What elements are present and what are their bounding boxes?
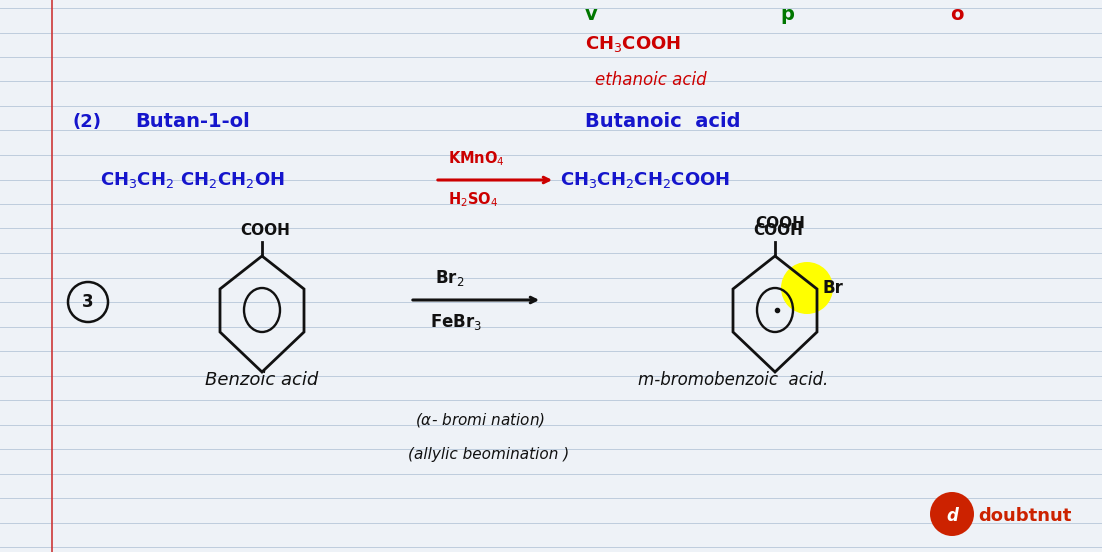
Text: d: d	[946, 507, 958, 525]
Text: (2): (2)	[72, 113, 101, 131]
Text: m-bromobenzoic  acid.: m-bromobenzoic acid.	[638, 371, 829, 389]
Text: CH$_3$COOH: CH$_3$COOH	[585, 34, 681, 54]
Text: FeBr$_3$: FeBr$_3$	[430, 312, 483, 332]
Text: CH$_3$CH$_2$CH$_2$COOH: CH$_3$CH$_2$CH$_2$COOH	[560, 170, 731, 190]
Text: Butanoic  acid: Butanoic acid	[585, 113, 741, 131]
Text: COOH: COOH	[753, 223, 803, 238]
Text: doubtnut: doubtnut	[977, 507, 1071, 525]
Text: COOH: COOH	[240, 223, 290, 238]
Text: Benzoic acid: Benzoic acid	[205, 371, 318, 389]
Text: ($\alpha$- bromi nation): ($\alpha$- bromi nation)	[415, 411, 545, 429]
Circle shape	[930, 492, 974, 536]
Text: Br$_2$: Br$_2$	[435, 268, 464, 288]
Text: Butan-1-ol: Butan-1-ol	[136, 113, 250, 131]
Text: ethanoic acid: ethanoic acid	[595, 71, 706, 89]
Text: H$_2$SO$_4$: H$_2$SO$_4$	[449, 190, 498, 209]
Text: COOH: COOH	[755, 216, 804, 231]
Text: p: p	[780, 5, 793, 24]
Text: o: o	[950, 5, 963, 24]
Text: (allylic beomination ): (allylic beomination )	[408, 448, 570, 463]
Text: KMnO$_4$: KMnO$_4$	[449, 150, 505, 168]
Text: Br: Br	[822, 279, 843, 297]
Text: v: v	[585, 5, 597, 24]
Text: 3: 3	[83, 293, 94, 311]
Text: CH$_3$CH$_2$ CH$_2$CH$_2$OH: CH$_3$CH$_2$ CH$_2$CH$_2$OH	[100, 170, 284, 190]
Ellipse shape	[781, 262, 833, 314]
